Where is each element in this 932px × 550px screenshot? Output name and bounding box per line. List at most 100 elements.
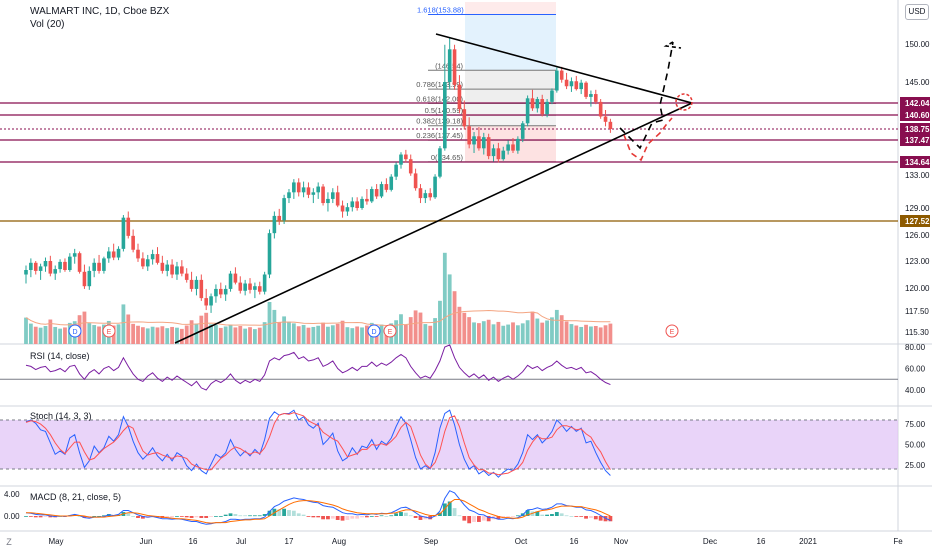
volume-bar xyxy=(335,323,340,344)
macd-histogram-bar xyxy=(384,516,389,517)
candle-body xyxy=(598,101,603,117)
macd-histogram-bar xyxy=(296,513,301,516)
macd-histogram-bar xyxy=(165,516,170,518)
volume-bar xyxy=(282,316,287,344)
candle-body xyxy=(491,148,496,157)
volume-bar xyxy=(486,319,491,344)
macd-histogram-bar xyxy=(472,516,476,522)
volume-bar xyxy=(287,321,291,344)
event-marker xyxy=(383,324,397,338)
volume-legend: Vol (20) xyxy=(30,19,64,30)
volume-bar xyxy=(228,324,233,344)
volume-bar xyxy=(506,324,511,344)
macd-histogram-bar xyxy=(360,516,364,518)
volume-bar xyxy=(360,327,364,344)
macd-histogram-bar xyxy=(301,514,306,516)
candle-body xyxy=(516,138,520,151)
macd-histogram-bar xyxy=(262,514,267,516)
candle-body xyxy=(418,188,423,199)
candle-body xyxy=(165,264,170,271)
candle-body xyxy=(29,262,33,270)
volume-bar xyxy=(223,326,228,344)
candle-body xyxy=(223,288,228,295)
price-level-badge xyxy=(900,156,930,168)
candle-body xyxy=(530,98,535,109)
price-tick-label: 115.30 xyxy=(905,328,929,337)
candle-body xyxy=(438,148,442,177)
candle-body xyxy=(257,286,262,292)
volume-bar xyxy=(496,321,501,344)
candle-body xyxy=(267,233,272,275)
macd-histogram-bar xyxy=(92,516,97,517)
candle-body xyxy=(82,271,87,287)
projection-arrowhead xyxy=(663,41,682,49)
volume-bar xyxy=(428,325,433,344)
macd-histogram-bar xyxy=(175,516,179,517)
macd-pane-label: MACD (8, 21, close, 5) xyxy=(30,492,122,502)
event-marker-label: E xyxy=(107,329,112,336)
volume-bar xyxy=(306,327,311,344)
volume-bar xyxy=(272,309,277,344)
candle-body xyxy=(501,150,506,160)
candle-body xyxy=(38,266,43,271)
volume-bar xyxy=(554,309,559,344)
macd-histogram-bar xyxy=(340,516,345,521)
macd-histogram-bar xyxy=(38,516,43,518)
x-tick-label: 16 xyxy=(757,537,766,546)
volume-bar xyxy=(170,326,174,344)
volume-bar xyxy=(399,314,403,344)
x-tick-label: Aug xyxy=(332,537,346,546)
volume-bar xyxy=(403,324,408,344)
candle-body xyxy=(160,262,165,271)
stoch-band xyxy=(0,420,898,469)
macd-histogram-bar xyxy=(243,515,248,517)
candle-body xyxy=(481,137,486,149)
event-marker-label: D xyxy=(72,329,77,336)
candle-body xyxy=(608,121,613,129)
candle-body xyxy=(389,176,394,190)
volume-bar xyxy=(82,311,87,344)
candle-body xyxy=(326,198,330,204)
candle-body xyxy=(579,82,583,90)
fib-level-label: 0.236(137.45) xyxy=(416,131,463,140)
macd-histogram-bar xyxy=(525,510,530,516)
breakout-target-circle xyxy=(675,93,693,111)
x-tick-label: Dec xyxy=(703,537,717,546)
price-level-badge xyxy=(900,134,930,146)
volume-bar xyxy=(121,304,126,344)
volume-bar xyxy=(603,325,608,344)
macd-histogram-bar xyxy=(408,515,413,517)
fib-level-label: 1.618(153.88) xyxy=(417,6,464,15)
volume-bar xyxy=(520,323,525,344)
event-marker xyxy=(68,324,82,338)
macd-histogram-bar xyxy=(170,516,174,518)
macd-histogram-bar xyxy=(477,516,481,522)
currency-button[interactable]: USD xyxy=(905,4,929,20)
candle-body xyxy=(253,286,257,290)
candle-body xyxy=(360,198,364,208)
candle-body xyxy=(238,282,243,291)
candle-body xyxy=(248,283,252,290)
volume-bar xyxy=(136,325,140,344)
volume-bar xyxy=(608,323,613,344)
candle-body xyxy=(126,217,131,236)
volume-label: Vol (20) xyxy=(30,19,65,30)
volume-bar xyxy=(38,327,43,344)
macd-histogram-bar xyxy=(481,516,486,521)
price-tick-label: 145.00 xyxy=(905,78,930,87)
candle-body xyxy=(535,99,540,109)
volume-bar xyxy=(413,310,418,344)
symbol-title: WALMART INC, 1D, Cboe BZX xyxy=(30,6,170,17)
volume-bar xyxy=(257,327,262,344)
candle-body xyxy=(379,184,384,197)
candle-body xyxy=(340,205,345,212)
volume-bar xyxy=(569,324,574,344)
macd-histogram-bar xyxy=(28,516,33,517)
volume-bar xyxy=(238,326,243,344)
price-tick-label: 120.00 xyxy=(905,284,930,293)
volume-bar xyxy=(345,327,350,344)
volume-bar xyxy=(423,324,428,344)
macd-histogram-bar xyxy=(550,514,554,516)
macd-histogram-bar xyxy=(82,516,87,518)
